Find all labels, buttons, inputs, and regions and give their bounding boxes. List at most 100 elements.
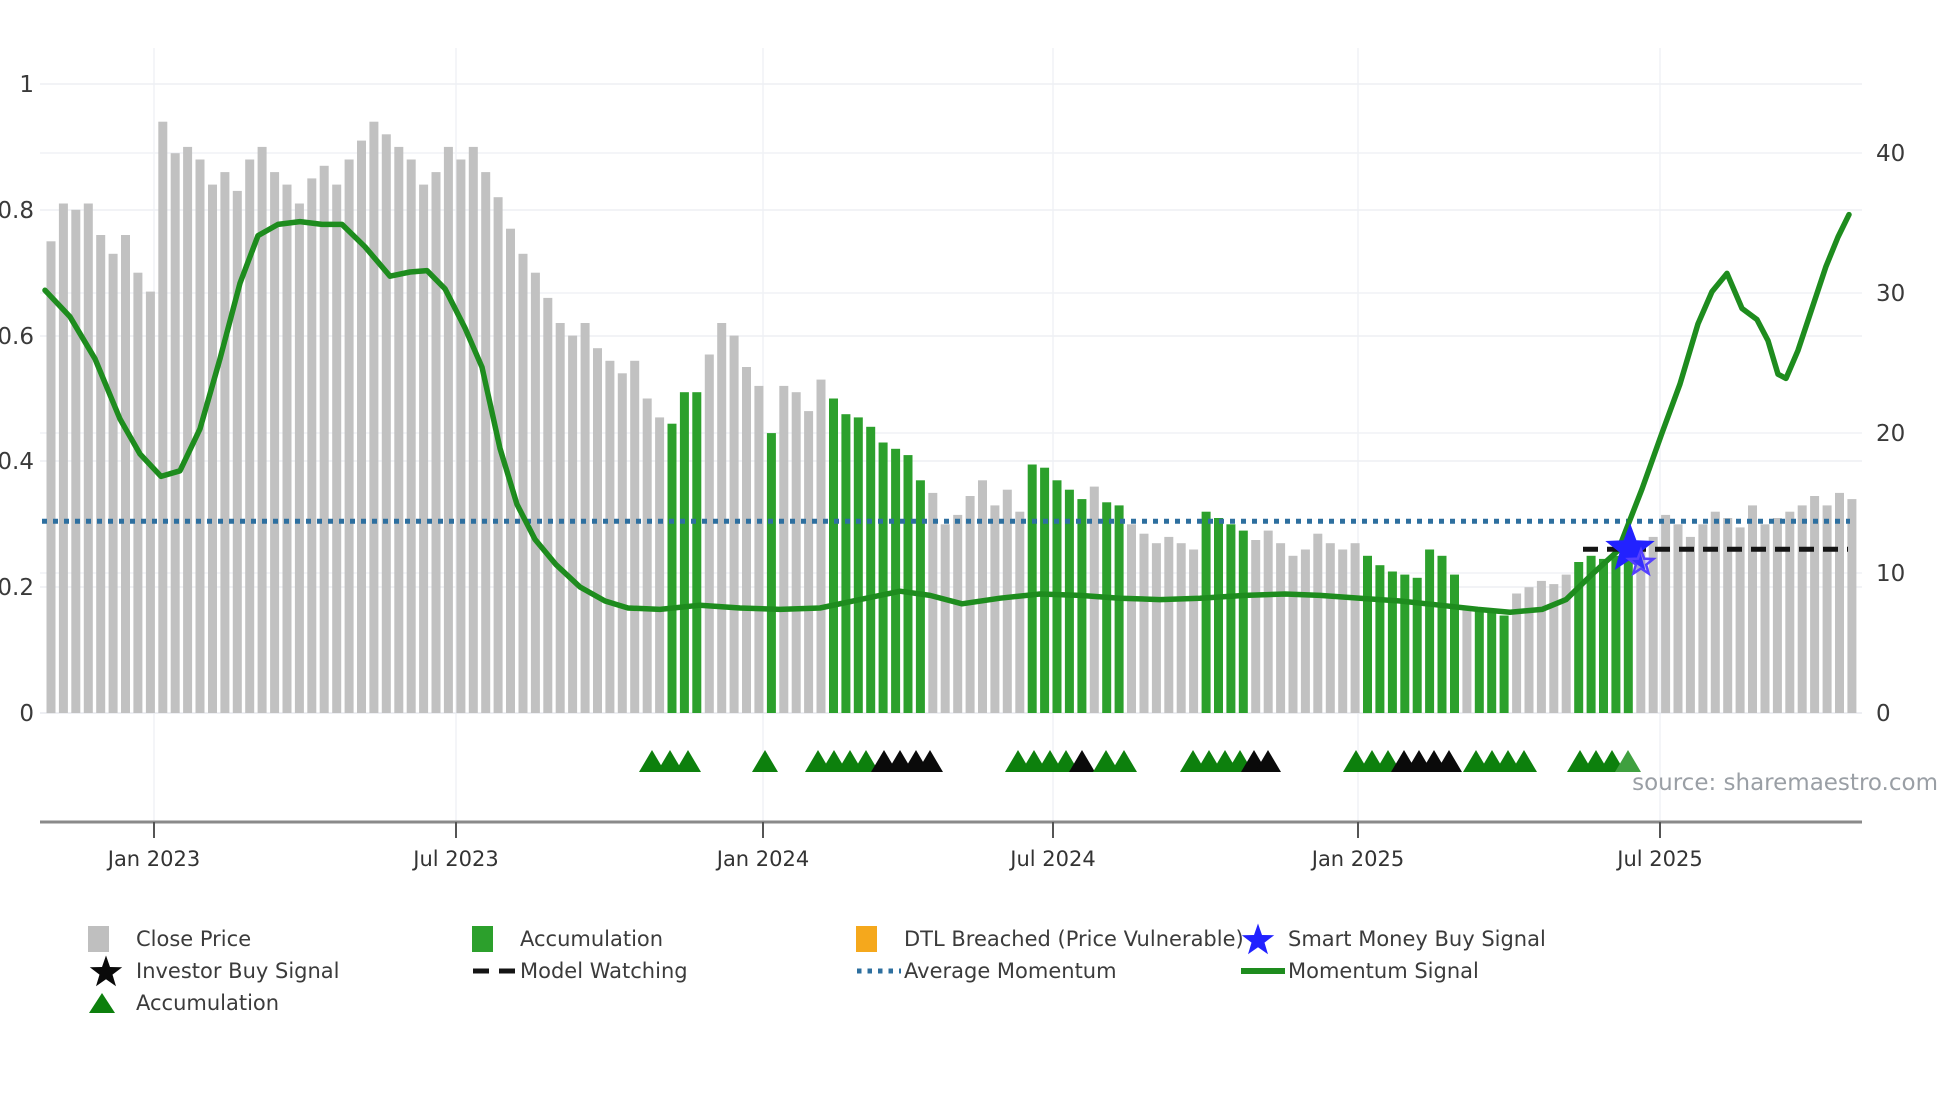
momentum-signal-line <box>42 211 1852 615</box>
close-price-bar <box>406 159 416 713</box>
source-credit: source: sharemaestro.com <box>1632 770 1938 796</box>
close-price-bar <box>1561 574 1571 713</box>
right-axis-tick-label: 20 <box>1876 421 1905 447</box>
legend-item-momentum-signal[interactable]: Momentum Signal <box>1240 958 1546 983</box>
green-square-icon <box>472 925 518 952</box>
investor-buy-triangle <box>1069 750 1095 772</box>
accumulation-bar <box>866 426 876 713</box>
left-axis-tick-label: 0.4 <box>0 449 34 475</box>
black-star-icon <box>88 954 134 988</box>
accumulation-triangle <box>1615 750 1641 772</box>
legend-item-close-price[interactable]: Close Price <box>88 925 340 952</box>
close-price-bar <box>307 178 317 713</box>
close-price-bar <box>990 505 1000 713</box>
close-price-bar <box>431 172 441 714</box>
legend-label: Momentum Signal <box>1288 958 1479 983</box>
legend-item-accumulation-bar[interactable]: Accumulation <box>472 925 688 952</box>
close-price-bar <box>83 203 93 713</box>
close-price-bar <box>1313 533 1323 713</box>
close-price-bar <box>294 203 304 713</box>
close-price-bar <box>270 172 280 714</box>
right-axis-tick-label: 10 <box>1876 561 1905 587</box>
close-price-bar <box>978 480 987 713</box>
accumulation-bar <box>1599 558 1608 713</box>
close-price-bar <box>754 385 764 713</box>
close-price-bar <box>381 134 391 714</box>
close-price-bar <box>195 159 205 713</box>
close-price-bar <box>1164 536 1174 713</box>
close-price-bar <box>1748 505 1757 713</box>
legend-label: Average Momentum <box>904 958 1117 983</box>
accumulation-bar <box>1425 549 1435 713</box>
close-price-bar <box>183 146 193 713</box>
close-price-bar <box>1810 496 1820 713</box>
close-price-bar <box>742 367 751 713</box>
close-price-bar <box>46 241 56 714</box>
close-price-bar <box>953 514 963 713</box>
left-axis-tick-label: 0.6 <box>0 324 34 350</box>
left-axis-tick-label: 1 <box>19 72 34 98</box>
close-price-bar <box>555 323 565 713</box>
accumulation-bar <box>1450 574 1459 713</box>
accumulation-bar <box>1214 518 1223 713</box>
close-price-bar <box>369 121 379 713</box>
legend-item-smart-money[interactable]: Smart Money Buy Signal <box>1240 923 1546 954</box>
close-price-bar <box>1151 543 1161 713</box>
accumulation-bar <box>1040 467 1050 713</box>
close-price-bar <box>1549 584 1559 713</box>
close-price-bar <box>1723 518 1733 713</box>
close-price-bar <box>1524 587 1534 713</box>
close-price-bar <box>394 146 404 713</box>
x-tick-label: Jan 2023 <box>106 847 201 871</box>
blue-star-icon <box>1240 922 1286 956</box>
investor-buy-triangle <box>917 750 943 772</box>
accumulation-bar <box>878 442 888 713</box>
close-price-bar <box>58 203 68 713</box>
legend-item-model-watching[interactable]: Model Watching <box>472 958 688 983</box>
close-price-bar <box>1300 549 1310 713</box>
close-price-bar <box>108 253 118 714</box>
close-price-bar <box>779 385 789 713</box>
legend-label: Accumulation <box>520 926 664 951</box>
accumulation-bar <box>766 433 776 713</box>
left-axis-tick-label: 0.2 <box>0 575 34 601</box>
legend-column-1: Close Price Investor Buy Signal Accumula… <box>88 925 340 1015</box>
close-price-bar <box>1002 489 1012 713</box>
accumulation-bar <box>1077 499 1087 713</box>
gridlines <box>40 48 1862 822</box>
black-dash-icon <box>472 966 518 976</box>
close-price-bar <box>456 159 466 713</box>
legend-item-dtl-breached[interactable]: DTL Breached (Price Vulnerable) <box>856 925 1244 952</box>
legend-item-average-momentum[interactable]: Average Momentum <box>856 958 1244 983</box>
close-price-bar <box>1685 536 1695 713</box>
accumulation-triangle <box>853 750 879 772</box>
close-price-bars <box>46 121 1857 714</box>
close-price-bar <box>518 253 528 714</box>
legend-label: Close Price <box>136 926 252 951</box>
close-price-bar <box>717 323 727 713</box>
legend-item-investor-buy-signal[interactable]: Investor Buy Signal <box>88 955 340 986</box>
accumulation-triangle <box>1511 750 1537 772</box>
close-price-bar <box>1251 540 1261 713</box>
legend-label: Accumulation <box>136 990 280 1015</box>
right-axis-tick-label: 30 <box>1876 281 1905 307</box>
x-tick-label: Jan 2024 <box>715 847 810 871</box>
close-price-bar <box>605 360 615 713</box>
smart-money-buy-signal-star-echo <box>1625 546 1657 577</box>
close-price-bar <box>257 146 267 713</box>
close-price-bar <box>704 354 714 713</box>
accumulation-triangle <box>639 750 665 772</box>
x-tick-label: Jul 2025 <box>1615 847 1702 871</box>
orange-square-icon <box>856 925 902 952</box>
legend-item-accumulation-marker[interactable]: Accumulation <box>88 990 340 1015</box>
close-price-bar <box>1350 543 1360 713</box>
accumulation-triangle <box>1093 750 1119 772</box>
close-price-bar <box>1325 543 1335 713</box>
accumulation-triangle <box>752 750 778 772</box>
right-axis-tick-label: 0 <box>1876 701 1891 727</box>
close-price-bar <box>816 379 826 713</box>
close-price-bar <box>133 272 143 713</box>
close-price-bar <box>928 492 938 713</box>
close-price-bar <box>630 360 640 713</box>
